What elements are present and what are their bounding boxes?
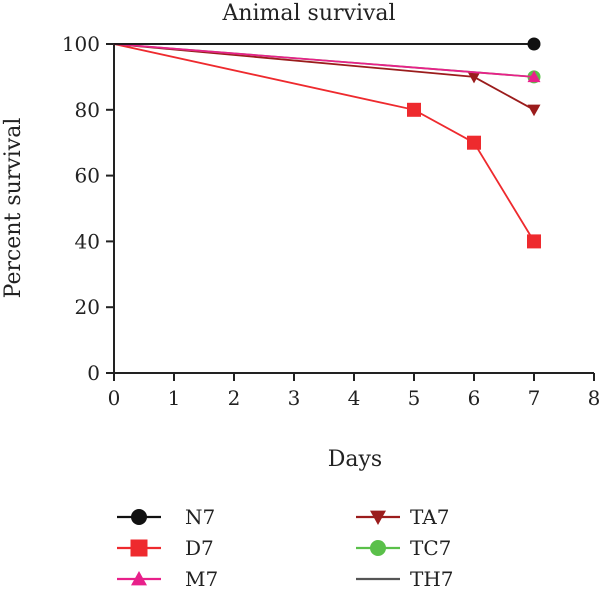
legend-item-tc7: TC7 bbox=[356, 536, 451, 560]
legend-label: TH7 bbox=[410, 567, 454, 591]
legend-label: TA7 bbox=[410, 505, 449, 529]
y-tick-label: 60 bbox=[75, 164, 100, 188]
legend-marker-n7 bbox=[131, 509, 147, 525]
data-point-d7 bbox=[407, 102, 421, 117]
legend-marker-d7 bbox=[130, 539, 148, 557]
legend: N7 D7 M7 TA7 TC7 TH7 bbox=[117, 505, 454, 591]
legend-item-m7: M7 bbox=[117, 567, 218, 591]
data-point-n7 bbox=[527, 37, 541, 51]
series-m7 bbox=[113, 43, 541, 83]
legend-item-th7: TH7 bbox=[356, 567, 454, 591]
x-axis-label: Days bbox=[328, 447, 382, 472]
y-tick-label: 40 bbox=[75, 229, 100, 253]
series-layer bbox=[113, 37, 541, 249]
series-ta7 bbox=[113, 43, 541, 117]
x-tick-label: 4 bbox=[348, 386, 361, 410]
y-axis-label: Percent survival bbox=[1, 118, 26, 299]
x-tick-label: 0 bbox=[108, 386, 121, 410]
series-line-d7 bbox=[113, 43, 535, 242]
legend-marker-tc7 bbox=[370, 540, 386, 556]
y-tick-label: 80 bbox=[75, 98, 100, 122]
legend-item-n7: N7 bbox=[117, 505, 215, 529]
x-tick-label: 6 bbox=[468, 386, 481, 410]
legend-label: D7 bbox=[185, 536, 214, 560]
legend-label: M7 bbox=[185, 567, 218, 591]
series-n7 bbox=[114, 37, 541, 51]
y-tick-label: 0 bbox=[87, 361, 100, 385]
legend-item-ta7: TA7 bbox=[356, 505, 449, 529]
data-point-ta7 bbox=[467, 71, 481, 84]
data-point-d7 bbox=[527, 234, 541, 249]
legend-label: TC7 bbox=[410, 536, 451, 560]
legend-marker-m7 bbox=[131, 571, 147, 586]
y-tick-label: 100 bbox=[62, 32, 100, 56]
legend-item-d7: D7 bbox=[117, 536, 214, 560]
series-line-m7 bbox=[113, 43, 535, 78]
chart-title: Animal survival bbox=[221, 1, 395, 26]
y-tick-label: 20 bbox=[75, 295, 100, 319]
x-tick-label: 3 bbox=[288, 386, 301, 410]
legend-label: N7 bbox=[185, 505, 215, 529]
x-tick-label: 2 bbox=[228, 386, 241, 410]
data-point-d7 bbox=[467, 135, 481, 150]
legend-marker-ta7 bbox=[370, 510, 386, 525]
x-tick-label: 1 bbox=[168, 386, 181, 410]
x-tick-label: 5 bbox=[408, 386, 421, 410]
x-tick-label: 7 bbox=[528, 386, 541, 410]
x-tick-label: 8 bbox=[588, 386, 600, 410]
series-d7 bbox=[113, 43, 541, 249]
data-point-ta7 bbox=[527, 104, 541, 117]
data-point-m7 bbox=[527, 70, 541, 83]
